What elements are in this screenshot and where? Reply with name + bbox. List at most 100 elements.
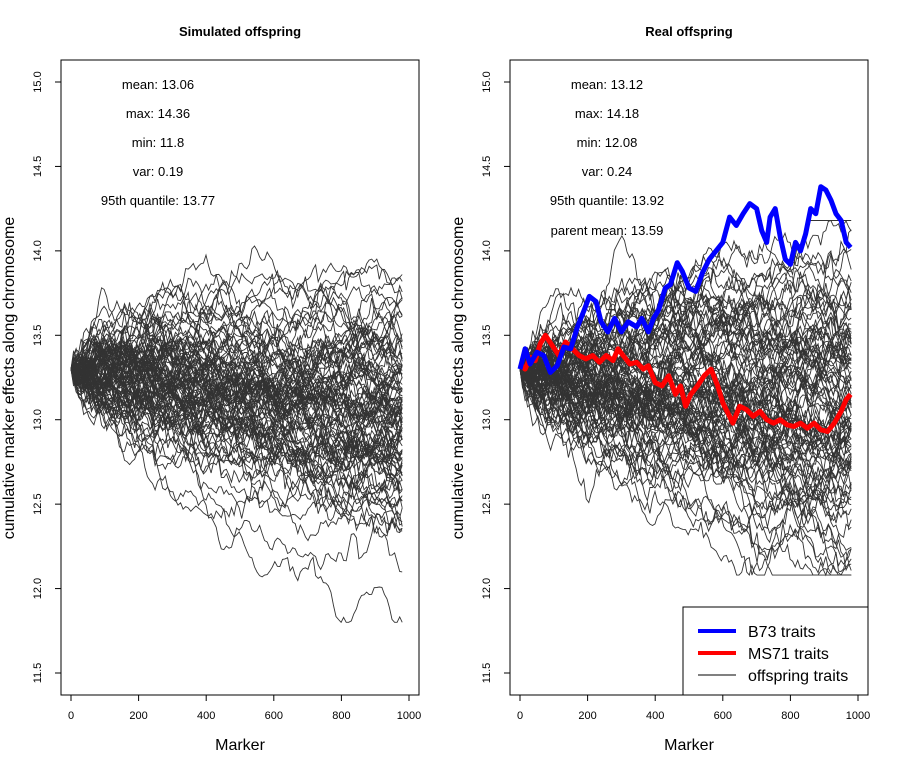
- offspring-lines: [70, 245, 403, 624]
- y-tick-label: 14.5: [481, 156, 493, 177]
- offspring-trait-line: [70, 307, 403, 501]
- offspring-trait-line: [70, 357, 403, 473]
- y-tick-label: 12.5: [32, 493, 44, 514]
- x-axis: 0 200 400 600 800 1000: [517, 695, 870, 722]
- plot-area: [60, 59, 420, 696]
- x-tick-label: 600: [265, 710, 283, 722]
- offspring-trait-line: [70, 361, 403, 519]
- offspring-trait-line: [519, 368, 852, 433]
- y-tick-label: 14.5: [32, 156, 44, 177]
- chart-title: Simulated offspring: [179, 24, 301, 39]
- y-tick-label: 15.0: [32, 71, 44, 92]
- x-tick-label: 800: [781, 710, 799, 722]
- stat-mean: mean: 13.06: [122, 77, 194, 92]
- y-axis-label: cumulative marker effects along chromoso…: [450, 217, 467, 540]
- x-tick-label: 0: [517, 710, 523, 722]
- plot-area: [509, 59, 869, 696]
- stat-min: min: 11.8: [132, 135, 185, 150]
- y-tick-label: 13.0: [481, 409, 493, 430]
- stat-min: min: 12.08: [577, 135, 638, 150]
- y-axis: 11.5 12.0 12.5 13.0 13.5 14.0 14.5 15.0: [481, 71, 510, 683]
- x-axis-label: Marker: [664, 737, 714, 754]
- x-tick-label: 400: [646, 710, 664, 722]
- offspring-trait-line: [519, 266, 852, 390]
- offspring-trait-line: [70, 334, 403, 494]
- x-tick-label: 400: [197, 710, 215, 722]
- plot-frame: [60, 59, 420, 696]
- legend-label-ms71: MS71 traits: [748, 646, 829, 663]
- offspring-trait-line: [70, 290, 403, 385]
- offspring-trait-line: [519, 307, 852, 417]
- legend: B73 traits MS71 traits offspring traits: [682, 606, 869, 696]
- offspring-trait-line: [519, 268, 852, 400]
- chart-real-offspring: Real offspring 0 200 400 600 800 1000 11.5 12.…: [450, 24, 870, 754]
- y-axis: 11.5 12.0 12.5 13.0 13.5 14.0 14.5 15.0: [32, 71, 61, 683]
- x-tick-label: 1000: [846, 710, 870, 722]
- offspring-trait-line: [70, 356, 403, 424]
- offspring-trait-line: [519, 309, 852, 390]
- stat-max: max: 14.36: [126, 106, 190, 121]
- offspring-trait-line: [519, 359, 852, 461]
- x-tick-label: 200: [129, 710, 147, 722]
- offspring-trait-line: [70, 368, 403, 521]
- y-tick-label: 15.0: [481, 71, 493, 92]
- x-tick-label: 800: [332, 710, 350, 722]
- y-tick-label: 11.5: [481, 663, 493, 684]
- offspring-trait-line: [519, 220, 852, 370]
- y-tick-label: 13.5: [32, 325, 44, 346]
- offspring-trait-line: [70, 367, 403, 526]
- offspring-trait-line: [519, 296, 852, 449]
- x-tick-label: 0: [68, 710, 74, 722]
- stat-95th-quantile: 95th quantile: 13.77: [101, 193, 215, 208]
- x-axis: 0 200 400 600 800 1000: [68, 695, 421, 722]
- offspring-trait-line: [70, 340, 403, 451]
- offspring-trait-line: [70, 340, 403, 411]
- stat-95th-quantile: 95th quantile: 13.92: [550, 193, 664, 208]
- offspring-trait-line: [70, 277, 403, 404]
- offspring-trait-line: [70, 274, 403, 462]
- y-tick-label: 12.0: [32, 578, 44, 599]
- x-tick-label: 600: [714, 710, 732, 722]
- legend-label-offspring: offspring traits: [748, 668, 848, 685]
- y-tick-label: 14.0: [32, 240, 44, 261]
- offspring-trait-line: [70, 365, 403, 571]
- y-axis-label: cumulative marker effects along chromoso…: [1, 217, 18, 540]
- legend-label-b73: B73 traits: [748, 624, 816, 641]
- offspring-trait-line: [70, 285, 403, 397]
- chart-simulated-offspring: Simulated offspring 0 200 400 600 800 1000 11…: [1, 24, 421, 754]
- stat-var: var: 0.24: [582, 164, 633, 179]
- stat-mean: mean: 13.12: [571, 77, 643, 92]
- offspring-trait-line: [70, 302, 403, 430]
- x-tick-label: 1000: [397, 710, 421, 722]
- y-tick-label: 13.0: [32, 409, 44, 430]
- offspring-trait-line: [70, 326, 403, 376]
- offspring-trait-line: [519, 365, 852, 486]
- offspring-trait-line: [70, 343, 403, 402]
- offspring-trait-line: [70, 287, 403, 390]
- y-tick-label: 12.0: [481, 578, 493, 599]
- offspring-trait-line: [70, 278, 403, 387]
- offspring-trait-line: [70, 287, 403, 391]
- offspring-trait-line: [70, 315, 403, 463]
- offspring-trait-line: [70, 361, 403, 482]
- x-axis-label: Marker: [215, 737, 265, 754]
- y-tick-label: 12.5: [481, 493, 493, 514]
- offspring-trait-line: [70, 296, 403, 408]
- offspring-trait-line: [70, 320, 403, 438]
- offspring-trait-line: [519, 357, 852, 485]
- offspring-trait-line: [519, 251, 852, 425]
- stats-annotations: mean: 13.06 max: 14.36 min: 11.8 var: 0.…: [101, 77, 215, 208]
- offspring-trait-line: [519, 353, 852, 576]
- y-tick-label: 14.0: [481, 240, 493, 261]
- stat-parent-mean: parent mean: 13.59: [551, 223, 664, 238]
- offspring-trait-line: [70, 352, 403, 418]
- chart-title: Real offspring: [645, 24, 732, 39]
- offspring-trait-line: [70, 365, 403, 624]
- x-tick-label: 200: [578, 710, 596, 722]
- offspring-trait-line: [70, 368, 403, 472]
- offspring-trait-line: [519, 359, 852, 503]
- stat-var: var: 0.19: [133, 164, 184, 179]
- offspring-trait-line: [70, 308, 403, 423]
- stats-annotations: mean: 13.12 max: 14.18 min: 12.08 var: 0…: [550, 77, 664, 238]
